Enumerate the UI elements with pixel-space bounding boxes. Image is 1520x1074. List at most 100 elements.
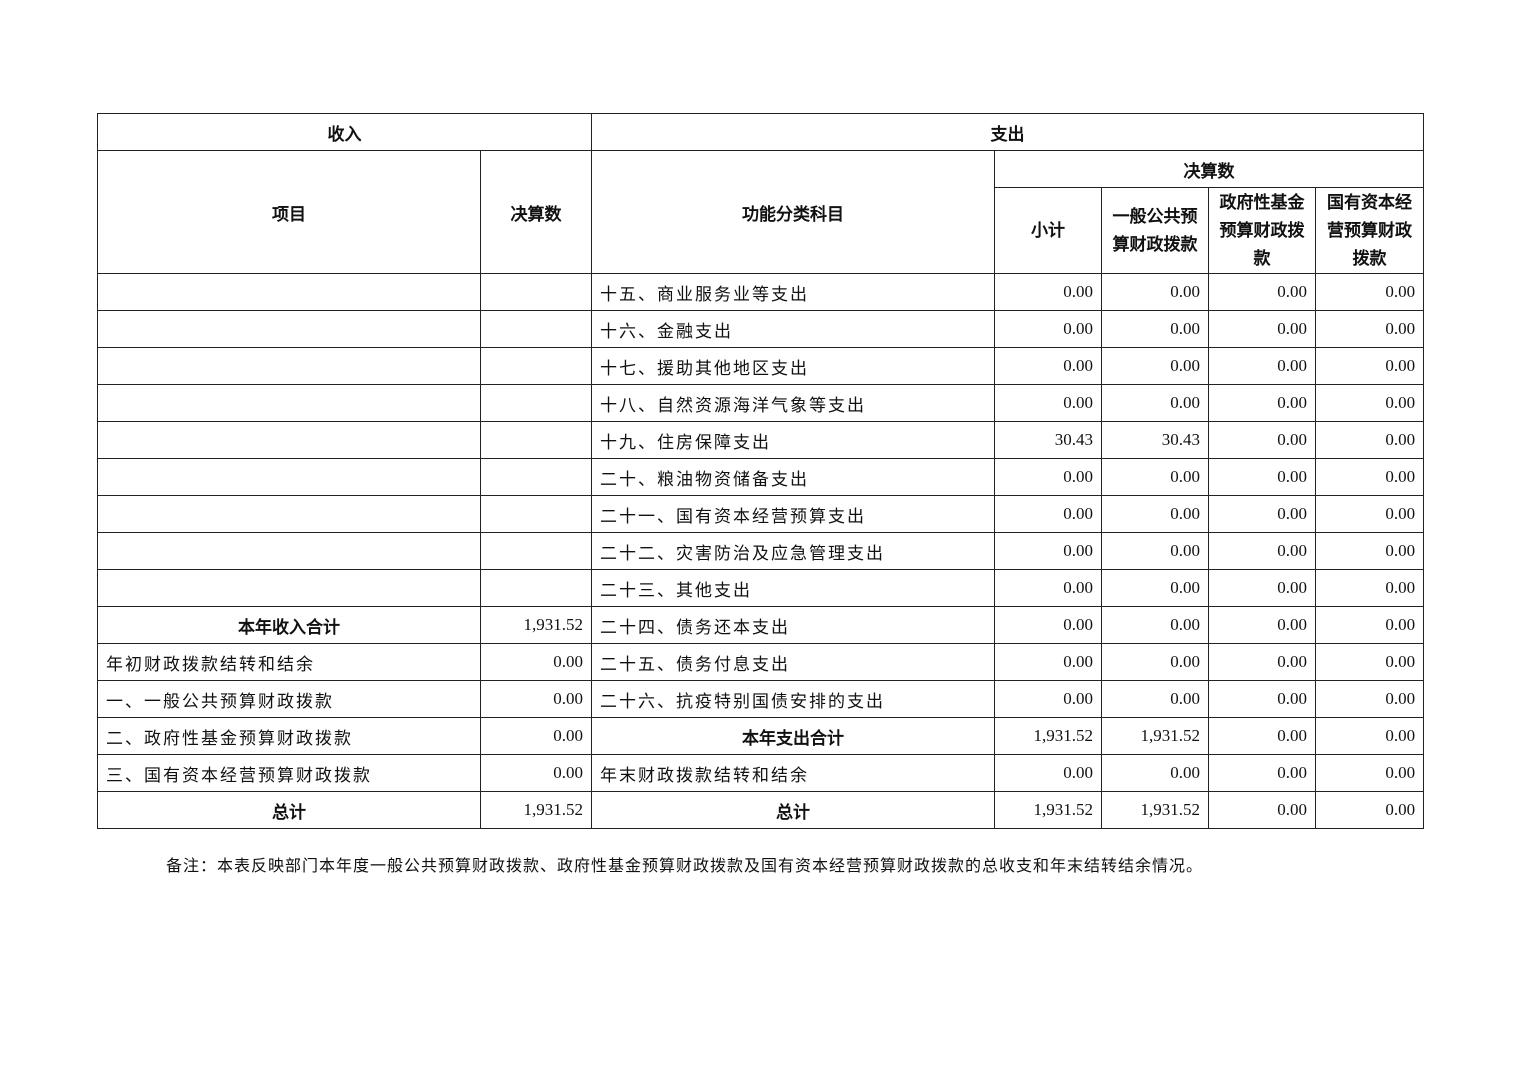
state-capital-amount: 0.00: [1314, 791, 1425, 829]
table-row: 一、一般公共预算财政拨款 0.00 二十六、抗疫特别国债安排的支出 0.00 0.00 0…: [97, 680, 1425, 718]
income-item: [97, 347, 481, 385]
subtotal-amount: 0.00: [994, 273, 1102, 311]
income-item: [97, 569, 481, 607]
income-amount: [480, 458, 592, 496]
expense-item: 总计: [591, 791, 995, 829]
income-item: 三、国有资本经营预算财政拨款: [97, 754, 481, 792]
table-row: 三、国有资本经营预算财政拨款 0.00 年末财政拨款结转和结余 0.00 0.00 0.0…: [97, 754, 1425, 792]
general-public-amount: 0.00: [1101, 384, 1209, 422]
income-amount: [480, 532, 592, 570]
table-row: 年初财政拨款结转和结余 0.00 二十五、债务付息支出 0.00 0.00 0.00 0.0…: [97, 643, 1425, 681]
gov-fund-amount: 0.00: [1208, 458, 1316, 496]
income-amount-header: 决算数: [480, 150, 592, 274]
state-capital-amount: 0.00: [1314, 273, 1425, 311]
expense-item: 十八、自然资源海洋气象等支出: [591, 384, 995, 422]
expense-item: 本年支出合计: [591, 717, 995, 755]
table-row: 十九、住房保障支出 30.43 30.43 0.00 0.00: [97, 421, 1425, 459]
income-amount: [480, 273, 592, 311]
income-item: [97, 458, 481, 496]
gov-fund-amount: 0.00: [1208, 310, 1316, 348]
gov-fund-amount: 0.00: [1208, 421, 1316, 459]
state-capital-amount: 0.00: [1314, 310, 1425, 348]
expense-item: 十五、商业服务业等支出: [591, 273, 995, 311]
state-capital-amount: 0.00: [1314, 606, 1425, 644]
subtotal-amount: 0.00: [994, 495, 1102, 533]
general-public-amount: 0.00: [1101, 569, 1209, 607]
subtotal-amount: 0.00: [994, 680, 1102, 718]
general-public-amount: 0.00: [1101, 495, 1209, 533]
expense-header: 支出: [590, 113, 1425, 151]
table-row: 二十、粮油物资储备支出 0.00 0.00 0.00 0.00: [97, 458, 1425, 496]
subtotal-amount: 0.00: [994, 606, 1102, 644]
income-amount: [480, 495, 592, 533]
expense-item: 二十六、抗疫特别国债安排的支出: [591, 680, 995, 718]
general-public-amount: 0.00: [1101, 680, 1209, 718]
state-capital-amount: 0.00: [1314, 680, 1425, 718]
subtotal-amount: 1,931.52: [994, 791, 1102, 829]
general-public-amount: 30.43: [1101, 421, 1209, 459]
income-item: 总计: [97, 791, 481, 829]
table-row: 十五、商业服务业等支出 0.00 0.00 0.00 0.00: [97, 273, 1425, 311]
general-public-amount: 0.00: [1101, 458, 1209, 496]
state-capital-amount: 0.00: [1314, 717, 1425, 755]
subtotal-amount: 0.00: [994, 384, 1102, 422]
income-amount: 1,931.52: [480, 606, 592, 644]
gov-fund-amount: 0.00: [1208, 569, 1316, 607]
state-capital-amount: 0.00: [1314, 569, 1425, 607]
gov-fund-header: 政府性基金预算财政拨款: [1208, 187, 1316, 274]
expense-item: 二十二、灾害防治及应急管理支出: [591, 532, 995, 570]
fiscal-appropriation-table: 收入 支出 项目 决算数 功能分类科目 决算数 小计 一般公共预算财政拨款 政府…: [97, 113, 1425, 829]
subtotal-header: 小计: [994, 187, 1102, 274]
state-capital-header: 国有资本经营预算财政拨款: [1314, 187, 1425, 274]
gov-fund-amount: 0.00: [1208, 532, 1316, 570]
income-amount: 0.00: [480, 754, 592, 792]
gov-fund-amount: 0.00: [1208, 384, 1316, 422]
income-amount: 0.00: [480, 717, 592, 755]
income-amount: 0.00: [480, 680, 592, 718]
expense-item: 十九、住房保障支出: [591, 421, 995, 459]
general-public-amount: 1,931.52: [1101, 717, 1209, 755]
state-capital-amount: 0.00: [1314, 347, 1425, 385]
income-item: [97, 532, 481, 570]
expense-item: 二十五、债务付息支出: [591, 643, 995, 681]
general-public-amount: 1,931.52: [1101, 791, 1209, 829]
subtotal-amount: 0.00: [994, 532, 1102, 570]
general-public-amount: 0.00: [1101, 347, 1209, 385]
expense-item: 十七、援助其他地区支出: [591, 347, 995, 385]
gov-fund-amount: 0.00: [1208, 791, 1316, 829]
state-capital-amount: 0.00: [1314, 384, 1425, 422]
income-amount: 1,931.52: [480, 791, 592, 829]
income-header: 收入: [97, 113, 592, 151]
income-item: [97, 310, 481, 348]
income-amount: [480, 384, 592, 422]
subtotal-amount: 0.00: [994, 643, 1102, 681]
general-public-amount: 0.00: [1101, 754, 1209, 792]
general-public-amount: 0.00: [1101, 606, 1209, 644]
table-row: 十六、金融支出 0.00 0.00 0.00 0.00: [97, 310, 1425, 348]
gov-fund-amount: 0.00: [1208, 273, 1316, 311]
gov-fund-amount: 0.00: [1208, 680, 1316, 718]
subtotal-amount: 0.00: [994, 754, 1102, 792]
function-category-header: 功能分类科目: [591, 150, 995, 274]
income-item: 本年收入合计: [97, 606, 481, 644]
state-capital-amount: 0.00: [1314, 754, 1425, 792]
income-item: [97, 273, 481, 311]
income-item: 二、政府性基金预算财政拨款: [97, 717, 481, 755]
table-row: 二十一、国有资本经营预算支出 0.00 0.00 0.00 0.00: [97, 495, 1425, 533]
expense-item: 二十四、债务还本支出: [591, 606, 995, 644]
table-row: 十七、援助其他地区支出 0.00 0.00 0.00 0.00: [97, 347, 1425, 385]
table-row: 二十三、其他支出 0.00 0.00 0.00 0.00: [97, 569, 1425, 607]
subtotal-amount: 0.00: [994, 347, 1102, 385]
gov-fund-amount: 0.00: [1208, 606, 1316, 644]
expense-item: 二十一、国有资本经营预算支出: [591, 495, 995, 533]
gov-fund-amount: 0.00: [1208, 495, 1316, 533]
income-amount: 0.00: [480, 643, 592, 681]
general-public-amount: 0.00: [1101, 643, 1209, 681]
table-row: 二、政府性基金预算财政拨款 0.00 本年支出合计 1,931.52 1,931.52 0…: [97, 717, 1425, 755]
footnote: 备注：本表反映部门本年度一般公共预算财政拨款、政府性基金预算财政拨款及国有资本经…: [166, 858, 1204, 875]
income-amount: [480, 421, 592, 459]
gov-fund-amount: 0.00: [1208, 347, 1316, 385]
income-item: 年初财政拨款结转和结余: [97, 643, 481, 681]
subtotal-amount: 30.43: [994, 421, 1102, 459]
table-row: 本年收入合计 1,931.52 二十四、债务还本支出 0.00 0.00 0.00 0.00: [97, 606, 1425, 644]
